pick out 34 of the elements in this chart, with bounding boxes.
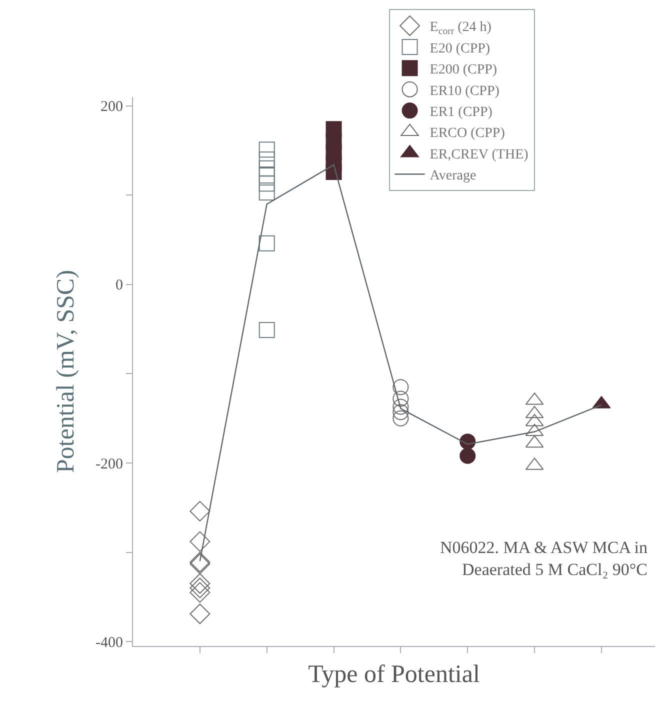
point bbox=[460, 448, 476, 464]
point bbox=[258, 184, 275, 201]
y-axis-title: Potential (mV, SSC) bbox=[52, 270, 80, 474]
point bbox=[392, 398, 409, 415]
point bbox=[258, 176, 275, 192]
y-tick-label: -400 bbox=[96, 634, 123, 651]
y-tick-label: 200 bbox=[100, 99, 123, 116]
point bbox=[392, 390, 409, 407]
point bbox=[190, 578, 210, 598]
point bbox=[258, 151, 275, 168]
point bbox=[258, 235, 275, 252]
point bbox=[258, 322, 275, 338]
legend-label: E20 (CPP) bbox=[430, 41, 490, 56]
legend-label: E$_{corr}$ (24 h) bbox=[430, 20, 492, 38]
point bbox=[190, 531, 210, 552]
y-tick-label: -200 bbox=[96, 456, 123, 472]
point bbox=[392, 404, 409, 420]
point bbox=[258, 142, 275, 158]
point bbox=[258, 168, 275, 184]
legend-label: ERCO (CPP) bbox=[430, 126, 506, 142]
legend-label: ER1 (CPP) bbox=[430, 105, 493, 120]
point bbox=[392, 379, 409, 396]
point bbox=[190, 582, 210, 603]
legend-label: E200 (CPP) bbox=[430, 62, 498, 78]
point bbox=[190, 500, 210, 522]
legend-label: ER,CREV (THE) bbox=[430, 147, 529, 162]
point bbox=[392, 410, 409, 426]
point bbox=[190, 573, 210, 594]
annotation: N06022. MA & ASW MCA in Deaerated 5 M CaCl₂ 90°C bbox=[440, 538, 648, 580]
y-tick-label: 0 bbox=[116, 278, 123, 294]
legend-label: Average bbox=[430, 168, 476, 184]
x-axis-title: Type of Potential bbox=[308, 661, 480, 688]
point bbox=[190, 604, 210, 624]
legend-label: ER10 (CPP) bbox=[430, 84, 500, 99]
